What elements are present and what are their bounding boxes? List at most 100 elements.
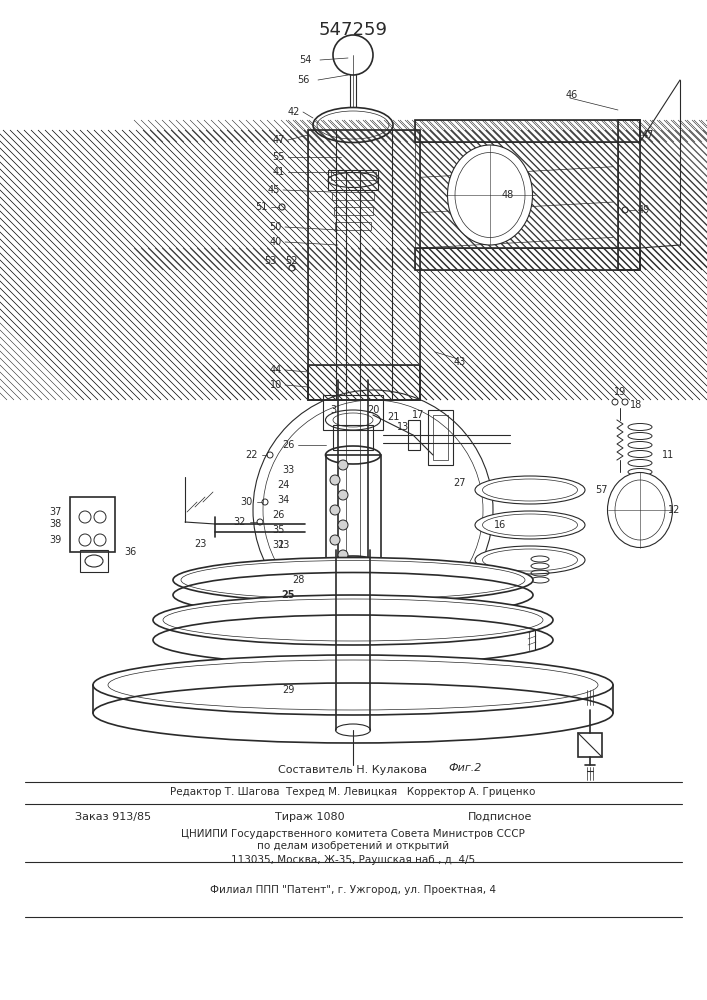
Text: 3: 3 <box>330 405 336 415</box>
Text: 20: 20 <box>367 405 379 415</box>
Text: 37: 37 <box>49 507 62 517</box>
Ellipse shape <box>153 595 553 645</box>
Text: 22: 22 <box>245 450 258 460</box>
Text: 35: 35 <box>273 525 285 535</box>
Bar <box>328 170 378 190</box>
Bar <box>335 222 371 230</box>
Bar <box>308 365 336 400</box>
Text: ЦНИИПИ Государственного комитета Совета Министров СССР: ЦНИИПИ Государственного комитета Совета … <box>181 829 525 839</box>
Text: 33: 33 <box>283 465 295 475</box>
Circle shape <box>338 490 348 500</box>
Bar <box>618 120 640 270</box>
Text: 34: 34 <box>278 495 290 505</box>
Text: 17: 17 <box>411 410 424 420</box>
Bar <box>392 130 420 400</box>
Text: Фиг.2: Фиг.2 <box>448 763 481 773</box>
Text: Составитель Н. Кулакова: Составитель Н. Кулакова <box>279 765 428 775</box>
Text: по делам изобретений и открытий: по делам изобретений и открытий <box>257 841 449 851</box>
Bar <box>331 172 376 180</box>
Bar <box>415 248 640 270</box>
Bar <box>333 425 373 450</box>
Circle shape <box>338 550 348 560</box>
Text: 36: 36 <box>124 547 136 557</box>
Text: 47: 47 <box>642 130 654 140</box>
Text: 56: 56 <box>298 75 310 85</box>
Text: 41: 41 <box>273 167 285 177</box>
Ellipse shape <box>313 107 393 142</box>
Bar <box>392 365 420 400</box>
Text: 44: 44 <box>270 365 282 375</box>
Circle shape <box>338 460 348 470</box>
Bar <box>618 120 640 270</box>
Text: 46: 46 <box>566 90 578 100</box>
Text: 55: 55 <box>272 152 285 162</box>
Text: 26: 26 <box>283 440 295 450</box>
Text: 51: 51 <box>256 202 268 212</box>
Bar <box>392 365 420 400</box>
Bar <box>415 248 640 270</box>
Text: 10: 10 <box>270 380 282 390</box>
Text: 31: 31 <box>273 540 285 550</box>
Text: 54: 54 <box>300 55 312 65</box>
Text: 11: 11 <box>662 450 674 460</box>
Text: 27: 27 <box>454 478 466 488</box>
Text: 547259: 547259 <box>318 21 387 39</box>
Circle shape <box>333 35 373 75</box>
Text: 42: 42 <box>288 107 300 117</box>
Bar <box>433 415 448 460</box>
Text: 28: 28 <box>293 575 305 585</box>
Text: 21: 21 <box>387 412 399 422</box>
Ellipse shape <box>475 546 585 574</box>
Bar <box>618 120 640 270</box>
Bar <box>308 365 336 400</box>
Bar <box>415 120 640 142</box>
Text: 39: 39 <box>49 535 62 545</box>
Text: 45: 45 <box>268 185 280 195</box>
Bar <box>308 130 336 400</box>
Bar <box>408 420 420 450</box>
Bar <box>415 248 640 270</box>
Circle shape <box>338 520 348 530</box>
Bar <box>415 120 640 142</box>
Bar <box>415 142 618 248</box>
Text: 18: 18 <box>630 400 642 410</box>
Bar <box>70 497 115 552</box>
Text: 43: 43 <box>454 357 466 367</box>
Bar <box>308 130 420 400</box>
Text: 26: 26 <box>273 510 285 520</box>
Text: 38: 38 <box>49 519 62 529</box>
Bar <box>392 130 420 400</box>
Ellipse shape <box>173 558 533 602</box>
Text: 12: 12 <box>668 505 680 515</box>
Text: 113035, Москва, Ж-35, Раушская наб., д. 4/5: 113035, Москва, Ж-35, Раушская наб., д. … <box>231 855 475 865</box>
Ellipse shape <box>607 473 672 548</box>
Ellipse shape <box>475 476 585 504</box>
Bar <box>80 550 108 572</box>
Ellipse shape <box>475 511 585 539</box>
Circle shape <box>330 475 340 485</box>
Ellipse shape <box>93 655 613 715</box>
Text: 24: 24 <box>278 480 290 490</box>
Text: Редактор Т. Шагова  Техред М. Левицкая   Корректор А. Гриценко: Редактор Т. Шагова Техред М. Левицкая Ко… <box>170 787 536 797</box>
Text: 49: 49 <box>638 205 650 215</box>
Bar <box>323 395 383 430</box>
Bar <box>308 130 336 400</box>
Ellipse shape <box>448 145 532 245</box>
Text: Подписное: Подписное <box>468 812 532 822</box>
Bar <box>334 207 373 215</box>
Circle shape <box>330 535 340 545</box>
Text: 30: 30 <box>241 497 253 507</box>
Text: 52: 52 <box>285 256 297 266</box>
Text: Заказ 913/85: Заказ 913/85 <box>75 812 151 822</box>
Text: 57: 57 <box>595 485 607 495</box>
Bar <box>578 733 602 757</box>
Text: 32: 32 <box>233 517 246 527</box>
Text: 23: 23 <box>194 539 206 549</box>
Text: 40: 40 <box>270 237 282 247</box>
Text: 50: 50 <box>269 222 282 232</box>
Text: 47: 47 <box>273 135 285 145</box>
Text: Филиал ППП "Патент", г. Ужгород, ул. Проектная, 4: Филиал ППП "Патент", г. Ужгород, ул. Про… <box>210 885 496 895</box>
Text: 23: 23 <box>278 540 290 550</box>
Bar <box>326 455 381 565</box>
Text: 48: 48 <box>502 190 514 200</box>
